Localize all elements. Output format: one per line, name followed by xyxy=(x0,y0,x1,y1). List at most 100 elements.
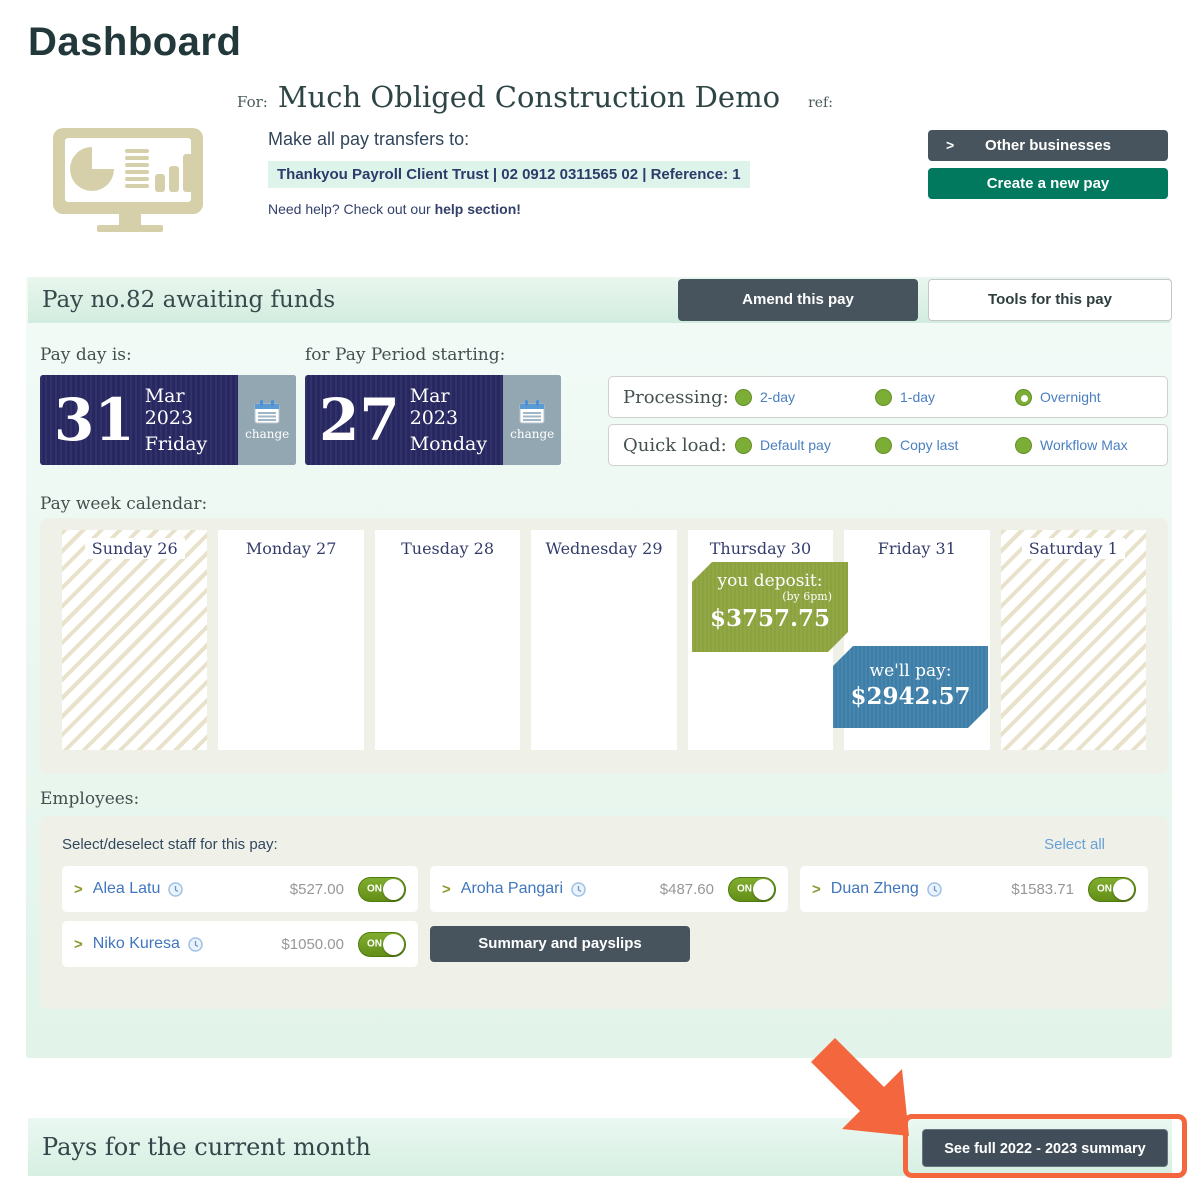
quick-load-workflow-max[interactable]: Workflow Max xyxy=(1015,436,1155,454)
quick-load-options: Quick load: Default pay Copy last Workfl… xyxy=(608,424,1168,466)
create-new-pay-button[interactable]: Create a new pay xyxy=(928,168,1168,199)
help-prefix: Need help? Check out our xyxy=(268,201,435,217)
employee-row-niko-kuresa[interactable]: > Niko Kuresa $1050.00 ON xyxy=(62,921,418,967)
bank-details: Thankyou Payroll Client Trust | 02 0912 … xyxy=(268,161,750,188)
create-new-pay-label: Create a new pay xyxy=(986,175,1110,192)
radio-icon[interactable] xyxy=(875,436,892,454)
period-start-number: 27 xyxy=(319,386,400,454)
change-period-start-button[interactable]: change xyxy=(503,375,561,465)
employee-grid: > Alea Latu $527.00 ON > Aroha Pangari $… xyxy=(62,866,1148,967)
employee-name: Aroha Pangari xyxy=(460,880,564,897)
period-start-card: 27 Mar 2023 Monday change xyxy=(305,375,561,465)
employees-label: Employees: xyxy=(40,789,140,809)
transfer-heading: Make all pay transfers to: xyxy=(268,129,470,149)
calendar-icon xyxy=(254,399,280,423)
radio-selected-icon[interactable] xyxy=(1015,388,1032,406)
employee-name: Alea Latu xyxy=(92,880,161,897)
employee-amount: $487.60 xyxy=(659,880,714,898)
clock-icon xyxy=(927,881,942,897)
pay-day-weekday: Friday xyxy=(144,433,208,455)
calendar-icon xyxy=(519,399,545,423)
current-pay-section: Pay no.82 awaiting funds Amend this pay … xyxy=(26,277,1172,1058)
pay-day-number: 31 xyxy=(54,386,135,454)
processing-option-1day[interactable]: 1-day xyxy=(875,388,1015,406)
processing-option-overnight[interactable]: Overnight xyxy=(1015,388,1155,406)
toggle-knob xyxy=(1113,878,1134,900)
quick-load-copy-last[interactable]: Copy last xyxy=(875,436,1015,454)
period-start-weekday: Monday xyxy=(409,433,488,455)
dashboard-monitor-icon xyxy=(53,128,203,232)
pay-day-card: 31 Mar 2023 Friday change xyxy=(40,375,296,465)
pay-period-label: for Pay Period starting: xyxy=(305,345,506,365)
employee-name: Niko Kuresa xyxy=(92,935,180,952)
change-label: change xyxy=(245,426,290,441)
day-column-monday: Monday 27 xyxy=(218,530,364,750)
page-title: Dashboard xyxy=(28,20,242,64)
employee-amount: $1583.71 xyxy=(1011,880,1074,898)
employee-toggle-on[interactable]: ON xyxy=(358,876,406,902)
well-pay-badge: we'll pay: $2942.57 xyxy=(833,646,988,728)
radio-icon[interactable] xyxy=(735,436,752,454)
quick-load-default-pay[interactable]: Default pay xyxy=(735,436,875,454)
employee-row-alea-latu[interactable]: > Alea Latu $527.00 ON xyxy=(62,866,418,912)
processing-option-2day[interactable]: 2-day xyxy=(735,388,875,406)
clock-icon xyxy=(168,881,184,897)
pay-section-title: Pay no.82 awaiting funds xyxy=(42,287,336,313)
radio-icon[interactable] xyxy=(1015,436,1032,454)
calendar-label: Pay week calendar: xyxy=(40,494,208,514)
company-name: Much Obliged Construction Demo xyxy=(277,80,781,114)
change-label: change xyxy=(510,426,555,441)
clock-icon xyxy=(571,881,586,897)
company-line: For: Much Obliged Construction Demo ref: xyxy=(237,80,833,114)
chevron-right-icon: > xyxy=(74,880,83,898)
pay-week-calendar: Sunday 26 Monday 27 Tuesday 28 Wednesday… xyxy=(40,518,1168,774)
deposit-badge: you deposit: (by 6pm) $3757.75 xyxy=(692,562,848,652)
toggle-knob xyxy=(383,878,404,900)
chevron-right-icon: > xyxy=(812,880,821,898)
select-staff-label: Select/deselect staff for this pay: xyxy=(62,836,278,853)
employee-toggle-on[interactable]: ON xyxy=(728,876,776,902)
employees-box: Select/deselect staff for this pay: Sele… xyxy=(40,816,1168,1009)
employee-toggle-on[interactable]: ON xyxy=(358,931,406,957)
day-column-sunday: Sunday 26 xyxy=(62,530,208,750)
employee-name: Duan Zheng xyxy=(830,880,919,897)
chevron-right-icon: > xyxy=(946,137,955,153)
period-start-monthyear: Mar 2023 xyxy=(409,385,459,429)
help-line: Need help? Check out our help section! xyxy=(268,201,868,217)
summary-and-payslips-button[interactable]: Summary and payslips xyxy=(430,926,690,962)
ref-label: ref: xyxy=(808,95,833,111)
for-label: For: xyxy=(237,93,268,111)
employee-amount: $527.00 xyxy=(289,880,344,898)
quick-load-label: Quick load: xyxy=(623,434,727,456)
tools-for-pay-button[interactable]: Tools for this pay xyxy=(928,279,1172,321)
pay-day-label: Pay day is: xyxy=(40,345,132,365)
other-businesses-button[interactable]: > Other businesses xyxy=(928,130,1168,161)
clock-icon xyxy=(188,936,203,952)
day-grid: Sunday 26 Monday 27 Tuesday 28 Wednesday… xyxy=(62,530,1146,750)
help-section-link[interactable]: help section! xyxy=(434,201,521,217)
employee-amount: $1050.00 xyxy=(281,935,344,953)
chevron-right-icon: > xyxy=(442,880,451,898)
month-section-title: Pays for the current month xyxy=(42,1133,371,1161)
radio-icon[interactable] xyxy=(735,388,752,406)
processing-options: Processing: 2-day 1-day Overnight xyxy=(608,376,1168,418)
toggle-knob xyxy=(383,933,404,955)
other-businesses-label: Other businesses xyxy=(985,137,1111,154)
see-full-summary-button[interactable]: See full 2022 - 2023 summary xyxy=(922,1129,1168,1167)
employee-toggle-on[interactable]: ON xyxy=(1088,876,1136,902)
day-column-saturday: Saturday 1 xyxy=(1000,530,1146,750)
pay-day-monthyear: Mar 2023 xyxy=(144,385,194,429)
change-pay-day-button[interactable]: change xyxy=(238,375,296,465)
day-column-wednesday: Wednesday 29 xyxy=(531,530,677,750)
radio-icon[interactable] xyxy=(875,388,892,406)
toggle-knob xyxy=(753,878,774,900)
chevron-right-icon: > xyxy=(74,935,83,953)
day-column-tuesday: Tuesday 28 xyxy=(374,530,521,750)
amend-pay-button[interactable]: Amend this pay xyxy=(678,279,918,321)
employee-row-duan-zheng[interactable]: > Duan Zheng $1583.71 ON xyxy=(800,866,1148,912)
employee-row-aroha-pangari[interactable]: > Aroha Pangari $487.60 ON xyxy=(430,866,788,912)
select-all-link[interactable]: Select all xyxy=(1044,836,1105,853)
transfer-info: Make all pay transfers to: Thankyou Payr… xyxy=(268,129,868,217)
processing-label: Processing: xyxy=(623,386,729,408)
pay-section-header: Pay no.82 awaiting funds Amend this pay … xyxy=(28,277,1172,323)
